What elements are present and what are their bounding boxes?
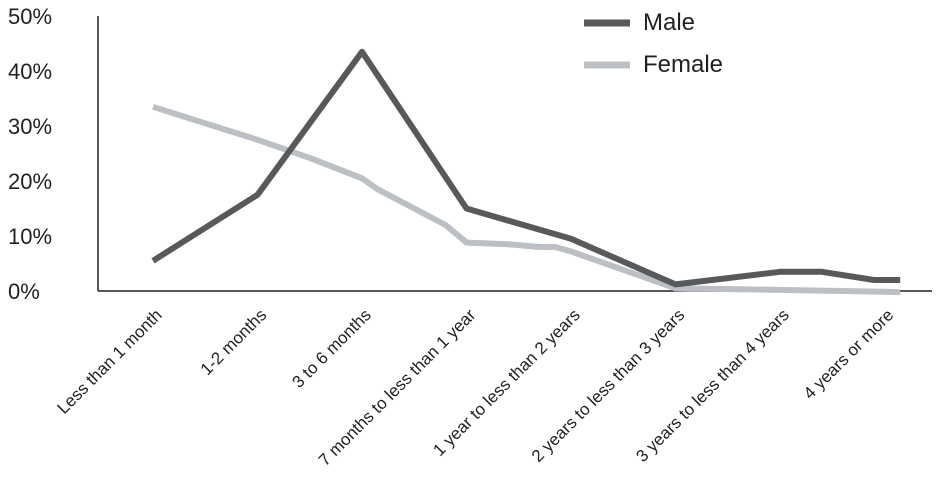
y-tick-label: 50%: [8, 4, 52, 29]
x-tick-label: Less than 1 month: [53, 305, 165, 417]
y-tick-label: 20%: [8, 169, 52, 194]
x-tick-label: 4 years or more: [800, 305, 898, 403]
x-tick-labels: Less than 1 month 1-2 months 3 to 6 months…: [53, 305, 897, 470]
y-tick-label: 0%: [8, 279, 40, 304]
series-line-female: [152, 103, 901, 296]
y-tick-label: 10%: [8, 224, 52, 249]
series-lines: [151, 48, 901, 296]
legend: Male Female: [584, 9, 723, 78]
legend-label-female: Female: [643, 51, 723, 78]
y-tick-label: 40%: [8, 59, 52, 84]
x-tick-label: 1-2 months: [197, 305, 271, 379]
axis-layer: [97, 16, 932, 292]
y-tick-labels: 0% 10% 20% 30% 40% 50%: [8, 4, 52, 304]
x-tick-label: 3 to 6 months: [289, 305, 375, 391]
y-tick-label: 30%: [8, 114, 52, 139]
legend-label-male: Male: [643, 9, 695, 36]
series-line-male: [151, 48, 901, 288]
